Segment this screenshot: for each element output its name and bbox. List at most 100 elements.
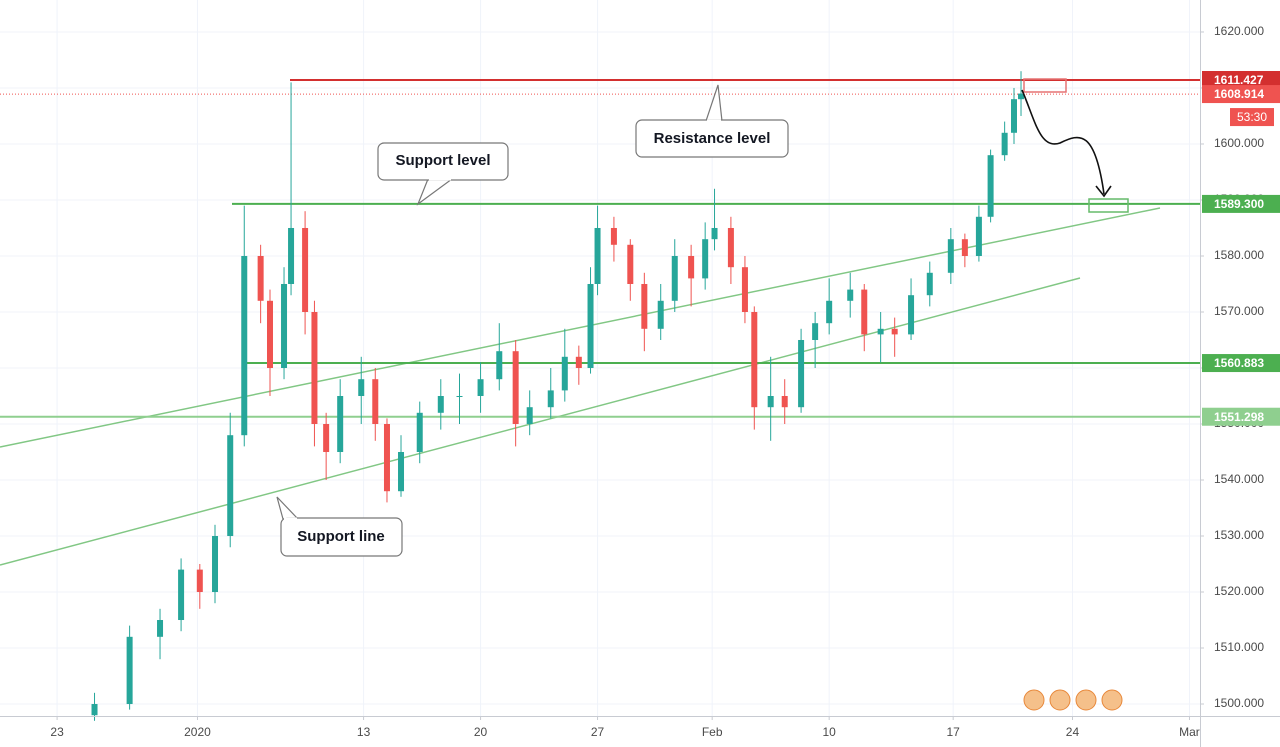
- current-price-bg: [1202, 85, 1280, 104]
- candle-body: [526, 407, 533, 424]
- candle-body: [926, 272, 933, 296]
- countdown-bg: [1230, 108, 1274, 127]
- target-box: [1023, 78, 1067, 93]
- x-tick-label: 2020: [184, 725, 211, 739]
- grid: [0, 0, 1200, 716]
- event-icons: [1023, 689, 1123, 711]
- y-tick-label: 1540.000: [1214, 472, 1264, 486]
- candle-body: [416, 412, 423, 453]
- candle-body: [627, 244, 634, 284]
- y-tick-label: 1530.000: [1214, 528, 1264, 542]
- x-tick-label: 27: [591, 725, 605, 739]
- level-label-bg: [1202, 354, 1280, 373]
- callout: Support level: [377, 142, 509, 206]
- y-tick-label: 1620.000: [1214, 24, 1264, 38]
- candle-body: [975, 216, 982, 256]
- candle-body: [610, 227, 617, 245]
- candle-body: [711, 227, 718, 240]
- x-tick-label: 23: [50, 725, 64, 739]
- candle-body: [437, 395, 444, 413]
- event-icon[interactable]: [1023, 689, 1045, 711]
- event-icon[interactable]: [1075, 689, 1097, 711]
- levels: [0, 78, 1200, 418]
- candle-body: [812, 323, 819, 340]
- candle-body: [877, 328, 884, 335]
- candle-body: [383, 423, 390, 492]
- candle-body: [496, 351, 503, 380]
- candle-body: [751, 311, 758, 408]
- x-tick-label: 13: [357, 725, 371, 739]
- countdown: 53:30: [1237, 110, 1267, 124]
- candle-body: [372, 379, 379, 424]
- callout-pointer: [705, 84, 723, 122]
- candle-body: [227, 435, 234, 537]
- event-icon[interactable]: [1049, 689, 1071, 711]
- candle-body: [671, 255, 678, 301]
- candle-body: [398, 452, 405, 492]
- candles: [91, 71, 1025, 721]
- x-tick-label: 10: [822, 725, 836, 739]
- x-tick-label: 24: [1066, 725, 1080, 739]
- level-label-bg: [1202, 407, 1280, 426]
- event-icon[interactable]: [1101, 689, 1123, 711]
- candle-body: [157, 620, 164, 637]
- x-tick-label: 17: [946, 725, 960, 739]
- candle-body: [727, 227, 734, 268]
- candle-body: [575, 356, 582, 368]
- candle-body: [781, 395, 788, 408]
- x-tick-label: 20: [474, 725, 488, 739]
- candle-body: [561, 356, 568, 391]
- candle-body: [641, 283, 648, 329]
- level-label: 1560.883: [1214, 356, 1264, 370]
- callout-text: Resistance level: [654, 130, 771, 147]
- candle-body: [847, 289, 854, 301]
- callout: Support line: [276, 496, 403, 557]
- level-label-bg: [1202, 70, 1280, 89]
- candle-body: [288, 227, 295, 284]
- y-tick-label: 1500.000: [1214, 696, 1264, 710]
- candle-body: [947, 239, 954, 273]
- arrow-head: [1095, 185, 1112, 198]
- candle-body: [456, 395, 463, 397]
- candle-body: [1001, 132, 1008, 156]
- level-label: 1589.300: [1214, 197, 1264, 211]
- x-tick-label: Mar: [1179, 725, 1200, 739]
- candle-body: [281, 283, 288, 368]
- candle-body: [657, 300, 664, 329]
- candle-body: [212, 536, 219, 593]
- projection-arrow: [1021, 89, 1105, 195]
- callout: Resistance level: [635, 84, 789, 158]
- candle-body: [302, 227, 309, 312]
- candle-body: [178, 569, 185, 621]
- price-labels: 1611.427 1589.300 1560.883 1551.298 1608.914…: [1202, 70, 1280, 426]
- candle-body: [908, 295, 915, 335]
- candle-body: [987, 155, 994, 217]
- level-label: 1611.427: [1214, 73, 1264, 87]
- level-label: 1551.298: [1214, 410, 1264, 424]
- y-tick-label: 1520.000: [1214, 584, 1264, 598]
- callout-text: Support line: [297, 528, 385, 545]
- candle-body: [826, 300, 833, 324]
- candle-body: [266, 300, 273, 368]
- candle-body: [547, 390, 554, 408]
- callout-box: [280, 517, 403, 557]
- candle-body: [91, 704, 98, 716]
- candle-body: [241, 255, 248, 436]
- candle-body: [477, 379, 484, 396]
- target-box: [1088, 198, 1129, 213]
- candle-body: [702, 239, 709, 279]
- candle-body: [741, 267, 748, 312]
- candle-body: [587, 283, 594, 368]
- y-tick-label: 1600.000: [1214, 136, 1264, 150]
- candle-body: [337, 395, 344, 453]
- y-tick-label: 1510.000: [1214, 640, 1264, 654]
- candle-body: [1010, 99, 1017, 133]
- candle-body: [767, 395, 774, 408]
- candle-body: [196, 569, 203, 593]
- candle-body: [798, 339, 805, 408]
- y-tick-label: 1580.000: [1214, 248, 1264, 262]
- callout-text: Support level: [395, 152, 490, 169]
- trend-line: [0, 277, 1081, 566]
